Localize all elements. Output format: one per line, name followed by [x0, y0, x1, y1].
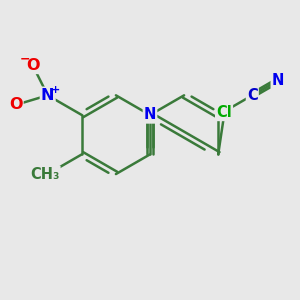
Text: +: +	[51, 85, 61, 95]
Text: O: O	[9, 98, 22, 112]
Text: CH₃: CH₃	[30, 167, 59, 182]
Text: O: O	[26, 58, 40, 73]
Text: −: −	[19, 52, 30, 65]
Text: N: N	[41, 88, 55, 103]
Text: Cl: Cl	[216, 105, 232, 120]
Text: N: N	[144, 107, 156, 122]
Text: N: N	[272, 73, 284, 88]
Text: C: C	[247, 88, 258, 103]
